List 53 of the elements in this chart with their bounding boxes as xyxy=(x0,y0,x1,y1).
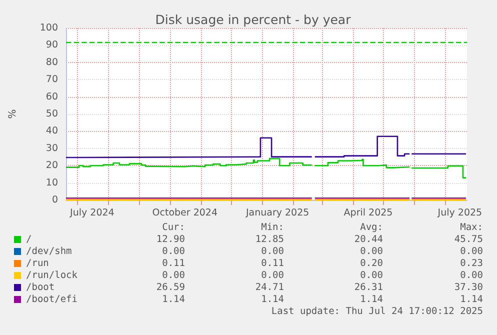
text: 0.00 xyxy=(460,246,483,258)
y-tick-label: 40 xyxy=(46,126,58,137)
text: 1.14 xyxy=(162,294,185,306)
text: 24.71 xyxy=(255,282,284,294)
text: 0.00 xyxy=(360,246,383,258)
text: 0.11 xyxy=(261,258,284,270)
x-tick-label: January 2025 xyxy=(244,208,310,218)
text: 1.14 xyxy=(261,294,284,306)
text: 0.00 xyxy=(162,246,185,258)
text: 0.00 xyxy=(162,270,185,282)
legend-label: / xyxy=(26,234,32,246)
text: 0.20 xyxy=(360,258,383,270)
text: 0.00 xyxy=(360,270,383,282)
text: Max: xyxy=(460,222,483,234)
text: 12.90 xyxy=(156,234,185,246)
text: Last update: Thu Jul 24 17:00:12 2025 xyxy=(271,306,483,318)
legend-label: /boot/efi xyxy=(26,294,78,306)
text: 37.30 xyxy=(454,282,483,294)
y-tick-label: 100 xyxy=(40,22,58,34)
y-tick-label: 10 xyxy=(46,177,58,188)
y-tick-label: 30 xyxy=(46,142,58,154)
y-tick-label: 20 xyxy=(46,160,58,172)
y-tick-label: 80 xyxy=(46,56,58,68)
y-tick-label: 70 xyxy=(46,74,58,86)
text: 12.85 xyxy=(255,234,284,246)
text: 26.31 xyxy=(354,282,383,294)
text: 0.00 xyxy=(261,246,284,258)
x-tick-label: July 2025 xyxy=(436,208,482,218)
legend-label: /run/lock xyxy=(26,270,78,282)
text: 0.00 xyxy=(460,270,483,282)
y-tick-label: 0 xyxy=(52,194,58,206)
y-axis-title: % xyxy=(8,109,18,119)
text: 0.00 xyxy=(261,270,284,282)
legend-label: /boot xyxy=(26,282,55,294)
legend-label: /run xyxy=(26,258,49,270)
x-tick-label: October 2024 xyxy=(152,208,218,218)
text: 0.23 xyxy=(460,258,483,270)
text: 0.11 xyxy=(162,258,185,270)
x-tick-label: April 2025 xyxy=(344,208,393,218)
text: 45.75 xyxy=(454,234,483,246)
chart-title: Disk usage in percent - by year xyxy=(155,12,352,27)
legend-label: /dev/shm xyxy=(26,246,72,258)
text: 1.14 xyxy=(460,294,483,306)
text: Min: xyxy=(261,222,284,234)
text: 1.14 xyxy=(360,294,383,306)
text: 26.59 xyxy=(156,282,185,294)
y-tick-label: 60 xyxy=(46,91,58,102)
text: Cur: xyxy=(162,222,185,234)
text: 20.44 xyxy=(354,234,383,246)
y-tick-label: 50 xyxy=(46,108,58,120)
y-tick-label: 90 xyxy=(46,40,58,51)
x-tick-label: July 2024 xyxy=(69,208,114,218)
text: Avg: xyxy=(360,222,383,234)
